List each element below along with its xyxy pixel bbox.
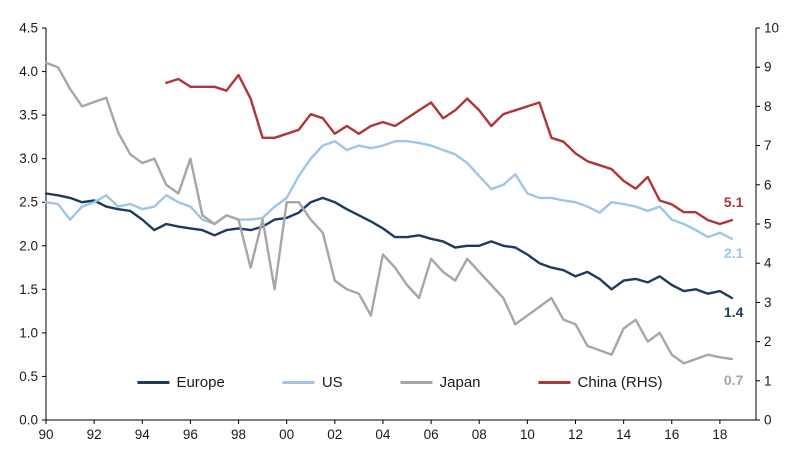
svg-text:90: 90 bbox=[38, 427, 53, 442]
svg-text:94: 94 bbox=[135, 427, 151, 442]
svg-text:8: 8 bbox=[764, 99, 772, 114]
svg-text:96: 96 bbox=[183, 427, 198, 442]
legend-label-japan: Japan bbox=[439, 374, 481, 391]
svg-text:10: 10 bbox=[520, 427, 535, 442]
legend-item-japan: Japan bbox=[400, 374, 481, 391]
legend-item-china: China (RHS) bbox=[538, 374, 663, 391]
svg-text:10: 10 bbox=[764, 21, 779, 36]
end-label-china: 5.1 bbox=[723, 194, 744, 211]
legend-swatch-china bbox=[538, 381, 571, 384]
svg-text:4.5: 4.5 bbox=[19, 21, 38, 36]
svg-text:3.0: 3.0 bbox=[19, 151, 38, 166]
svg-text:7: 7 bbox=[764, 138, 772, 153]
svg-text:1: 1 bbox=[764, 373, 772, 388]
svg-text:2: 2 bbox=[764, 334, 772, 349]
svg-text:3.5: 3.5 bbox=[19, 108, 38, 123]
end-label-japan: 0.7 bbox=[723, 372, 744, 389]
svg-text:98: 98 bbox=[231, 427, 246, 442]
legend-swatch-us bbox=[282, 381, 315, 384]
svg-text:00: 00 bbox=[279, 427, 294, 442]
legend-swatch-europe bbox=[137, 381, 170, 384]
svg-text:08: 08 bbox=[472, 427, 487, 442]
end-label-us: 2.1 bbox=[723, 244, 744, 261]
svg-text:2.5: 2.5 bbox=[19, 195, 38, 210]
svg-text:06: 06 bbox=[424, 427, 439, 442]
svg-text:04: 04 bbox=[375, 427, 391, 442]
legend-swatch-japan bbox=[400, 381, 433, 384]
svg-text:5: 5 bbox=[764, 217, 772, 232]
svg-text:92: 92 bbox=[87, 427, 102, 442]
svg-text:1.0: 1.0 bbox=[19, 325, 38, 340]
svg-text:4.0: 4.0 bbox=[19, 64, 38, 79]
svg-text:0.0: 0.0 bbox=[19, 413, 38, 428]
legend-item-europe: Europe bbox=[137, 374, 225, 391]
svg-text:4: 4 bbox=[764, 256, 772, 271]
svg-text:0: 0 bbox=[764, 413, 772, 428]
svg-text:18: 18 bbox=[712, 427, 727, 442]
svg-text:3: 3 bbox=[764, 295, 772, 310]
svg-text:16: 16 bbox=[664, 427, 679, 442]
legend-item-us: US bbox=[282, 374, 343, 391]
svg-text:1.5: 1.5 bbox=[19, 282, 38, 297]
svg-text:2.0: 2.0 bbox=[19, 238, 38, 253]
legend-label-europe: Europe bbox=[176, 374, 225, 391]
svg-text:02: 02 bbox=[327, 427, 342, 442]
legend: Europe US Japan China (RHS) bbox=[137, 374, 663, 391]
end-label-europe: 1.4 bbox=[723, 304, 744, 321]
legend-label-us: US bbox=[321, 374, 343, 391]
legend-label-china: China (RHS) bbox=[577, 374, 663, 391]
svg-text:0.5: 0.5 bbox=[19, 369, 38, 384]
svg-text:9: 9 bbox=[764, 60, 772, 75]
svg-text:12: 12 bbox=[568, 427, 583, 442]
svg-text:14: 14 bbox=[616, 427, 632, 442]
svg-text:6: 6 bbox=[764, 177, 772, 192]
